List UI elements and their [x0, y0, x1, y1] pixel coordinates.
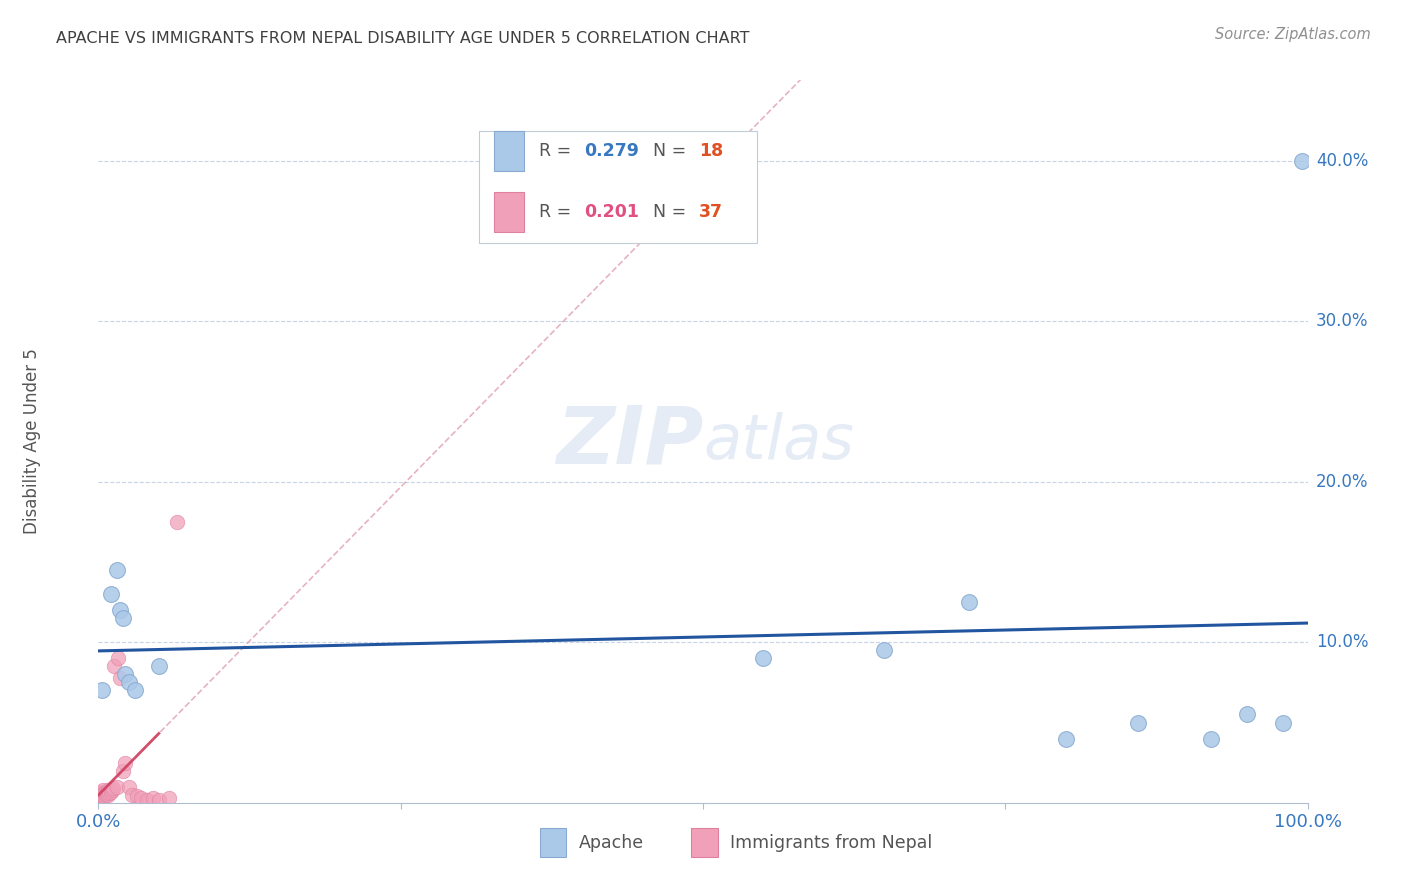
Text: 0.201: 0.201 [585, 203, 640, 221]
Point [873, 643, 896, 657]
Point [90, 786, 112, 800]
Point [957, 595, 980, 609]
Text: N =: N = [654, 142, 692, 160]
Bar [494, 131, 524, 170]
Point [93, 789, 115, 804]
Text: Immigrants from Nepal: Immigrants from Nepal [730, 833, 932, 852]
Text: N =: N = [654, 203, 692, 221]
Point [100, 783, 122, 797]
Point [97, 788, 120, 802]
Text: 20.0%: 20.0% [1316, 473, 1368, 491]
Text: 37: 37 [699, 203, 723, 221]
Text: atlas: atlas [703, 411, 853, 472]
Point [105, 563, 128, 577]
Point [111, 764, 134, 778]
Bar [540, 828, 567, 857]
Point [124, 683, 146, 698]
Point [1236, 707, 1258, 722]
Point [1291, 153, 1313, 168]
Text: ZIP: ZIP [555, 402, 703, 481]
Point [89, 791, 111, 805]
Text: R =: R = [538, 203, 576, 221]
Point [97, 783, 120, 797]
Point [1272, 715, 1295, 730]
Point [91, 783, 114, 797]
Point [142, 791, 165, 805]
Point [107, 651, 129, 665]
Point [91, 788, 114, 802]
Text: Source: ZipAtlas.com: Source: ZipAtlas.com [1215, 27, 1371, 42]
Point [94, 788, 117, 802]
Point [94, 784, 117, 798]
Point [127, 789, 149, 804]
Text: APACHE VS IMMIGRANTS FROM NEPAL DISABILITY AGE UNDER 5 CORRELATION CHART: APACHE VS IMMIGRANTS FROM NEPAL DISABILI… [56, 31, 749, 46]
Point [114, 756, 136, 770]
Bar [494, 193, 524, 232]
Point [93, 786, 115, 800]
Point [111, 611, 134, 625]
Text: 0.279: 0.279 [585, 142, 640, 160]
Text: 30.0%: 30.0% [1316, 312, 1368, 330]
Point [118, 780, 141, 794]
Point [91, 683, 114, 698]
Point [135, 792, 157, 806]
Point [89, 789, 111, 804]
Point [148, 659, 170, 673]
Point [98, 786, 121, 800]
Point [89, 792, 111, 806]
Text: 18: 18 [699, 142, 724, 160]
Point [105, 780, 128, 794]
Point [1054, 731, 1077, 746]
Point [1199, 731, 1222, 746]
Point [91, 789, 114, 804]
Point [166, 515, 188, 529]
Point [108, 603, 131, 617]
Point [129, 791, 152, 805]
Point [148, 792, 170, 806]
Point [157, 791, 180, 805]
Point [103, 659, 125, 673]
Point [100, 784, 122, 798]
FancyBboxPatch shape [479, 131, 758, 243]
Point [90, 791, 112, 805]
Point [100, 587, 122, 601]
Point [1128, 715, 1150, 730]
Point [101, 781, 124, 796]
Point [96, 786, 118, 800]
Text: Apache: Apache [578, 833, 644, 852]
Point [108, 671, 131, 685]
Text: 40.0%: 40.0% [1316, 152, 1368, 169]
Text: 10.0%: 10.0% [1316, 633, 1368, 651]
Text: Disability Age Under 5: Disability Age Under 5 [22, 349, 41, 534]
Point [752, 651, 775, 665]
Point [121, 788, 143, 802]
Point [118, 675, 141, 690]
Point [114, 667, 136, 681]
Point [89, 794, 111, 808]
Bar [690, 828, 717, 857]
Point [91, 784, 114, 798]
Point [90, 788, 112, 802]
Text: R =: R = [538, 142, 576, 160]
